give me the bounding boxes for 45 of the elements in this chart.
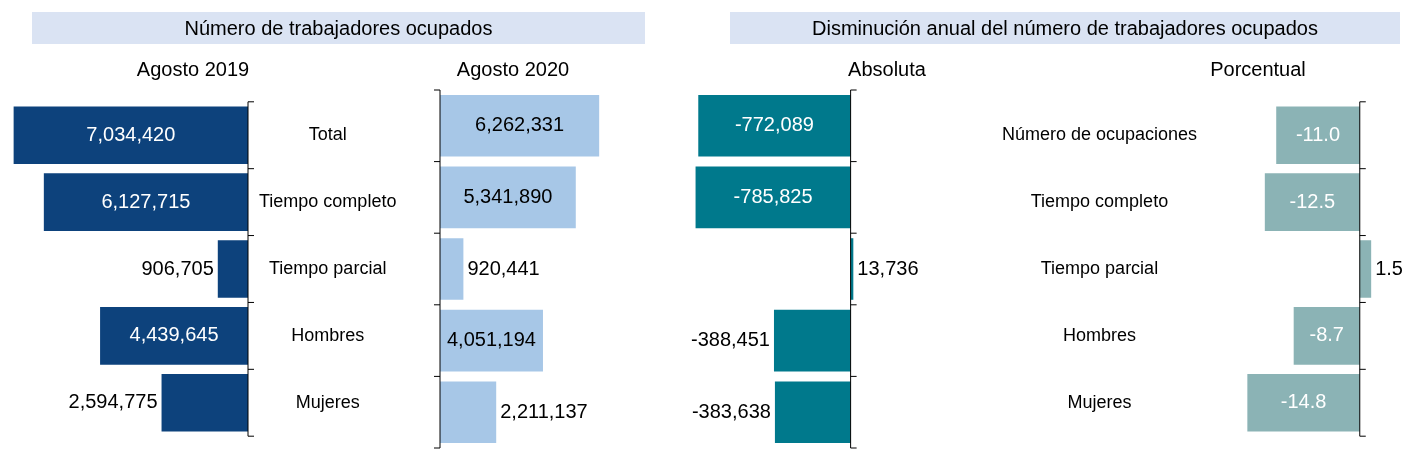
chart-subtitle: Absoluta: [848, 58, 926, 81]
y-tick-label: Tiempo parcial: [269, 257, 387, 278]
data-label: -772,089: [734, 113, 814, 136]
bar: [100, 307, 248, 365]
data-label: 2,594,775: [68, 390, 158, 413]
bar: [13, 106, 248, 164]
data-label: 906,705: [141, 256, 214, 279]
chart-subtitle: Agosto 2019: [136, 58, 250, 81]
data-label: 6,262,331: [475, 113, 565, 136]
data-label: 5,341,890: [463, 184, 553, 207]
bar: [217, 240, 248, 298]
bar: [440, 238, 464, 300]
data-label: -11.0: [1295, 122, 1341, 145]
data-label: 4,439,645: [129, 323, 219, 346]
y-tick-label: Tiempo completo: [1030, 191, 1169, 212]
data-label: -383,638: [691, 399, 771, 422]
bar: [440, 95, 600, 157]
data-label: 4,051,194: [446, 328, 536, 351]
text: Disminución anual del número de trabajadores ocupados: [730, 12, 1400, 44]
chart-subtitle: Porcentual: [1210, 58, 1306, 81]
y-tick-label: Hombres: [1062, 324, 1136, 345]
y-tick-label: Tiempo parcial: [1040, 257, 1159, 278]
bar: [440, 381, 497, 443]
bar: [161, 374, 248, 432]
data-label: -388,451: [691, 328, 770, 351]
data-label: -785,825: [733, 184, 813, 207]
chart-subtitle: Agosto 2020: [456, 58, 570, 81]
data-label: 7,034,420: [86, 122, 176, 145]
y-tick-label: Número de ocupaciones: [1001, 124, 1197, 145]
y-tick-label: Tiempo completo: [259, 191, 397, 212]
text: Número de trabajadores ocupados: [32, 12, 645, 44]
y-tick-label: Mujeres: [295, 391, 360, 412]
data-label: 920,441: [467, 256, 540, 279]
y-tick-label: Hombres: [291, 324, 365, 345]
y-tick-label: Total: [308, 124, 347, 145]
data-label: -14.8: [1280, 390, 1327, 413]
data-label: 6,127,715: [101, 189, 191, 212]
data-label: 13,736: [857, 256, 919, 279]
y-tick-label: Mujeres: [1067, 391, 1132, 412]
bar: [43, 173, 248, 231]
data-label: -12.5: [1289, 189, 1336, 212]
data-label: 1.5: [1375, 256, 1403, 279]
bar: [440, 166, 576, 229]
data-label: -8.7: [1309, 323, 1344, 346]
data-label: 2,211,137: [500, 399, 588, 422]
